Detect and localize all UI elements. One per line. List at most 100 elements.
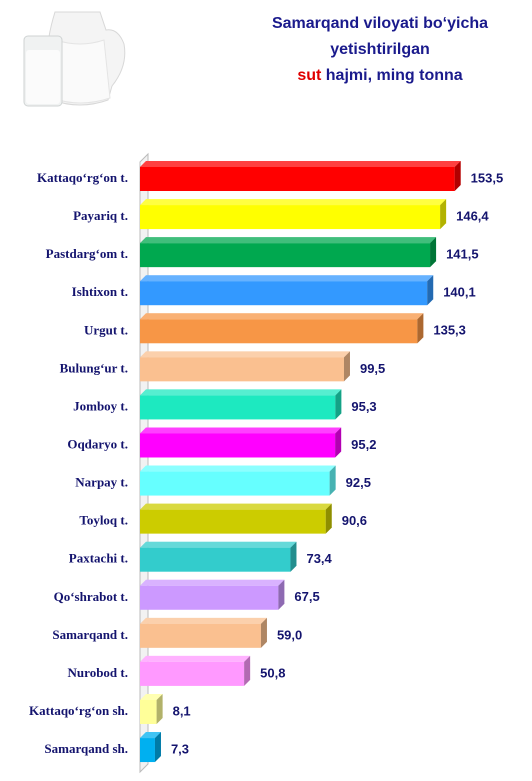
bar-top	[140, 655, 251, 662]
bar-side	[290, 541, 297, 572]
bar-side	[427, 275, 434, 306]
value-label: 67,5	[294, 589, 319, 604]
value-label: 90,6	[342, 513, 367, 528]
bar	[140, 205, 441, 230]
bar-top	[140, 275, 434, 282]
value-label: 7,3	[171, 741, 189, 756]
bar-side-shade	[156, 693, 163, 724]
category-label: Kattaqo‘rg‘on sh.	[29, 703, 128, 718]
bar-top-shade	[140, 351, 350, 358]
bar-side-shade	[260, 617, 267, 648]
bar-side	[278, 579, 285, 610]
bar-top	[140, 503, 332, 510]
bar-side	[156, 693, 163, 724]
bar-side-shade	[427, 275, 434, 306]
title-highlight: sut	[297, 67, 322, 84]
bar	[140, 509, 326, 534]
value-label: 73,4	[306, 551, 332, 566]
bar	[140, 699, 157, 724]
bar-side-shade	[244, 655, 251, 686]
bar	[140, 623, 261, 648]
bar-side	[154, 732, 161, 763]
bar-top-shade	[140, 237, 437, 244]
category-label: Oqdaryo t.	[67, 436, 128, 451]
bar-side	[343, 351, 350, 382]
bar-top	[140, 313, 424, 320]
bar-top	[140, 617, 267, 624]
bar-side-shade	[417, 313, 424, 344]
bar-top-shade	[140, 617, 267, 624]
bar	[140, 167, 455, 191]
bar-top-shade	[140, 465, 336, 472]
category-label: Narpay t.	[75, 475, 128, 490]
bar-side	[335, 427, 342, 458]
value-label: 140,1	[443, 285, 476, 300]
value-label: 92,5	[346, 475, 371, 490]
category-label: Toyloq t.	[79, 513, 128, 528]
bar-top-shade	[140, 161, 461, 167]
title-line: yetishtirilgan	[330, 41, 430, 58]
bar-top-shade	[140, 389, 342, 396]
category-label: Qo‘shrabot t.	[54, 589, 128, 604]
bar	[140, 433, 336, 458]
bar-side	[440, 199, 447, 230]
value-label: 99,5	[360, 361, 385, 376]
bar-top-shade	[140, 732, 161, 739]
bar	[140, 357, 344, 382]
bar	[140, 319, 418, 344]
bar-side-shade	[154, 732, 161, 763]
bar-side-shade	[335, 389, 342, 420]
value-label: 95,3	[351, 399, 376, 414]
value-label: 50,8	[260, 665, 285, 680]
category-label: Nurobod t.	[68, 665, 128, 680]
category-label: Jomboy t.	[73, 398, 128, 413]
bar-top-shade	[140, 313, 424, 320]
bar-side-shade	[290, 541, 297, 572]
bar-top	[140, 465, 336, 472]
bar-top-shade	[140, 693, 163, 700]
bar-side-shade	[454, 161, 461, 191]
value-label: 141,5	[446, 247, 479, 262]
bar-top-shade	[140, 541, 297, 548]
bar-top	[140, 237, 437, 244]
bar	[140, 395, 336, 420]
bar-top	[140, 199, 447, 206]
bar	[140, 471, 330, 496]
bar-top-shade	[140, 655, 251, 662]
category-label: Paxtachi t.	[69, 551, 128, 566]
value-label: 59,0	[277, 627, 302, 642]
value-label: 95,2	[351, 437, 376, 452]
value-label: 8,1	[173, 703, 191, 718]
bar-side-shade	[325, 503, 332, 534]
bar-side	[244, 655, 251, 686]
milk-image	[23, 11, 126, 107]
bar-side-shade	[278, 579, 285, 610]
category-label: Samarqand sh.	[44, 741, 128, 756]
category-label: Ishtixon t.	[72, 284, 128, 299]
title-line: sut hajmi, ming tonna	[297, 67, 462, 84]
bar-side-shade	[343, 351, 350, 382]
category-label: Payariq t.	[73, 208, 128, 223]
bar-side	[260, 617, 267, 648]
bar	[140, 547, 291, 572]
bar-top	[140, 161, 461, 167]
title-rest: hajmi, ming tonna	[326, 67, 463, 84]
bar-top-shade	[140, 427, 342, 434]
value-label: 135,3	[433, 323, 466, 338]
bar-side-shade	[335, 427, 342, 458]
bar-side	[454, 161, 461, 191]
category-label: Bulung‘ur t.	[60, 360, 128, 375]
bar	[140, 661, 245, 686]
bar-top	[140, 541, 297, 548]
bar-top-shade	[140, 275, 434, 282]
value-label: 146,4	[456, 209, 489, 224]
bar-top	[140, 732, 161, 739]
bar-side	[335, 389, 342, 420]
bar	[140, 738, 155, 763]
bar-top-shade	[140, 199, 447, 206]
bar-top	[140, 427, 342, 434]
value-label: 153,5	[471, 170, 504, 185]
bar	[140, 281, 428, 306]
category-label: Urgut t.	[84, 322, 128, 337]
